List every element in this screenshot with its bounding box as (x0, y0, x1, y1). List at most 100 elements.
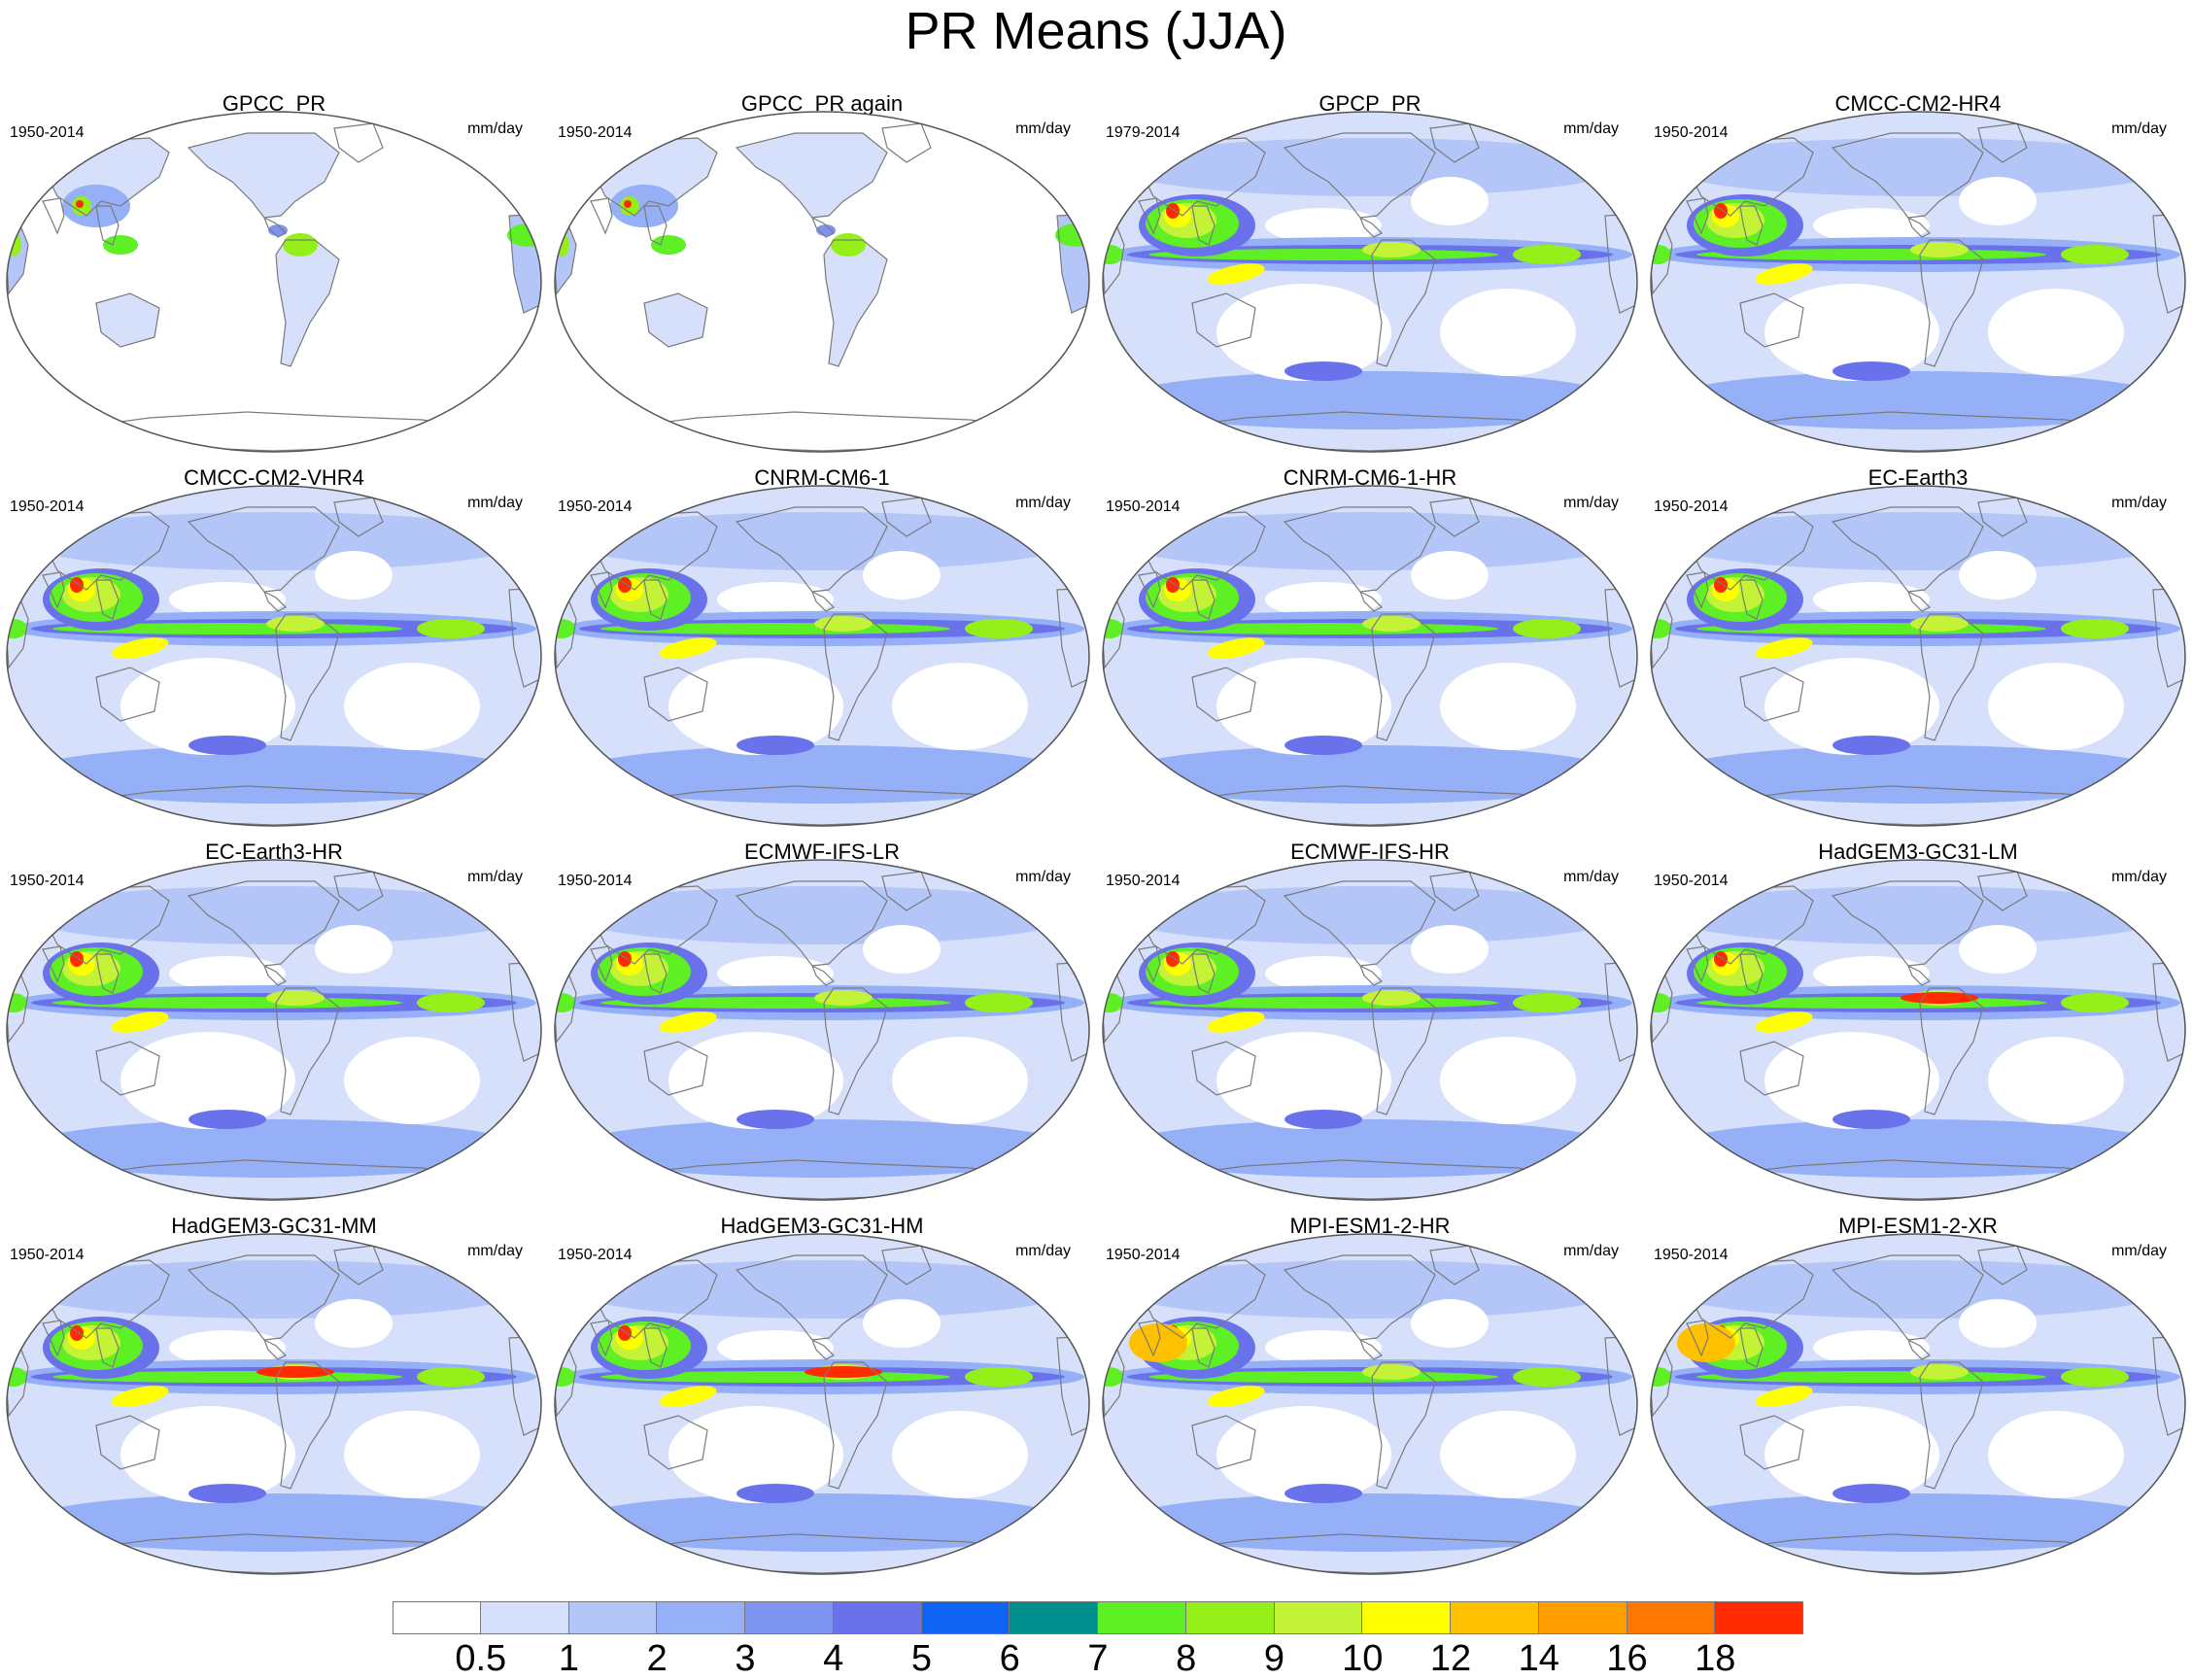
dry-zone-northpacific (1813, 1330, 1930, 1365)
africa-itcz-east (7, 619, 27, 638)
coastline-northamerica (1831, 132, 1984, 219)
panel-period: 1950-2014 (558, 873, 633, 889)
coastline-greenland (333, 1245, 384, 1286)
coastline-northamerica (1283, 1254, 1436, 1341)
maritime-continent-rain (651, 235, 686, 255)
coastline-southamerica (1919, 239, 1984, 367)
precip-field (1651, 112, 2185, 452)
dry-zone-southatlantic (892, 1411, 1028, 1498)
map-outline (1650, 485, 2186, 827)
africa-itcz-east (555, 1367, 575, 1387)
coastline-indochina (1739, 579, 1764, 620)
africa-atlantic-itcz (2061, 619, 2129, 638)
coastline-indochina (643, 205, 668, 246)
dry-zone-southatlantic (1988, 663, 2124, 750)
eastpacific-maximum (1901, 992, 1978, 1004)
map-panel: MPI-ESM1-2-HR 1950-2014 mm/day (1096, 1208, 1644, 1582)
coastline-southamerica (1371, 613, 1436, 741)
coastline-northamerica (187, 1254, 340, 1341)
coastline-india (1686, 197, 1709, 235)
coastline-centralamerica (1358, 590, 1384, 612)
coastline-greenland (333, 122, 384, 163)
coastline-australia (95, 292, 160, 348)
dry-zone-southatlantic (344, 663, 480, 750)
coastline-northamerica (735, 132, 888, 219)
storm-track-north (1665, 512, 2171, 570)
maritime-continent-rain (1755, 1386, 1813, 1407)
colorbar-tick-label: 0.5 (455, 1638, 507, 1679)
southpacific-storm (188, 1110, 266, 1129)
precipitation-map (554, 485, 1090, 827)
storm-track-north (21, 1260, 527, 1319)
colorbar-tick-label: 14 (1518, 1638, 1559, 1679)
coastline-centralamerica (1906, 964, 1932, 986)
coastline-centralamerica (262, 216, 288, 238)
centralamerica-rain (268, 224, 288, 236)
precip-field (7, 486, 541, 826)
precipitation-map (1650, 111, 2186, 453)
precipitation-map (1650, 485, 2186, 827)
coastline-centralamerica (1906, 1338, 1932, 1360)
dry-zone-southpacific (1764, 284, 1939, 381)
eastpacific-maximum (805, 1366, 882, 1378)
coastline-australia (1191, 1415, 1256, 1470)
southpacific-storm (1832, 361, 1910, 381)
southpacific-storm (1832, 1110, 1910, 1129)
africa-itcz-east (7, 1367, 27, 1387)
precipitation-map (6, 1233, 542, 1575)
storm-track-north (569, 512, 1075, 570)
colorbar-box (1362, 1601, 1451, 1634)
dry-zone-northatlantic (1411, 551, 1489, 600)
coastline-indochina (1739, 1327, 1764, 1368)
coastline-northamerica (735, 506, 888, 593)
precip-field (7, 860, 541, 1200)
coastline-centralamerica (1358, 216, 1384, 238)
panel-units: mm/day (467, 869, 523, 885)
storm-track-north (21, 512, 527, 570)
dry-zone-southpacific (120, 1032, 295, 1129)
africa-atlantic-itcz (1513, 993, 1581, 1012)
eastpacific-rain (1910, 1364, 1969, 1380)
africa-itcz-east (1103, 619, 1123, 638)
panel-period: 1950-2014 (558, 124, 633, 141)
storm-track-south (569, 745, 1075, 804)
panel-units: mm/day (1015, 120, 1071, 137)
maritime-continent-rain (111, 1011, 169, 1033)
storm-track-north (1117, 512, 1623, 570)
coastline-centralamerica (810, 964, 836, 986)
panel-units: mm/day (1563, 495, 1619, 511)
colorbar-box (393, 1601, 481, 1634)
map-panel: GPCP_PR 1979-2014 mm/day (1096, 86, 1644, 460)
map-panel: EC-Earth3-HR 1950-2014 mm/day (0, 834, 548, 1208)
eastpacific-rain (1362, 616, 1421, 632)
storm-track-north (1665, 138, 2171, 196)
africa-itcz-east (555, 619, 575, 638)
precipitation-map (1102, 859, 1638, 1201)
panel-units: mm/day (1563, 1243, 1619, 1259)
panel-units: mm/day (1563, 120, 1619, 137)
coastline-india (590, 945, 613, 983)
map-outline (1102, 1233, 1638, 1575)
maritime-continent-rain (1755, 1011, 1813, 1033)
coastline-indochina (1191, 953, 1216, 994)
dry-zone-southatlantic (1440, 1037, 1576, 1124)
coastline-greenland (1429, 1245, 1480, 1286)
precipitation-map (6, 859, 542, 1201)
coastline-centralamerica (810, 216, 836, 238)
eastpacific-rain (1362, 1364, 1421, 1380)
coastline-australia (643, 1041, 708, 1096)
africa-atlantic-itcz (2061, 245, 2129, 264)
dry-zone-northpacific (1813, 956, 1930, 991)
coastline-india (590, 1320, 613, 1357)
precipitation-map (1102, 1233, 1638, 1575)
colorbar-tick-label: 18 (1695, 1638, 1736, 1679)
land-precip-southamerica (276, 240, 339, 366)
coastline-centralamerica (1358, 964, 1384, 986)
maritime-continent-rain (1207, 637, 1265, 659)
eastpacific-rain (1362, 990, 1421, 1006)
storm-track-south (21, 1493, 527, 1552)
eastpacific-rain (1910, 616, 1969, 632)
map-panel: GPCC_PR again 1950-2014 mm/day (548, 86, 1096, 460)
map-outline (1102, 859, 1638, 1201)
coastline-australia (1739, 292, 1804, 348)
